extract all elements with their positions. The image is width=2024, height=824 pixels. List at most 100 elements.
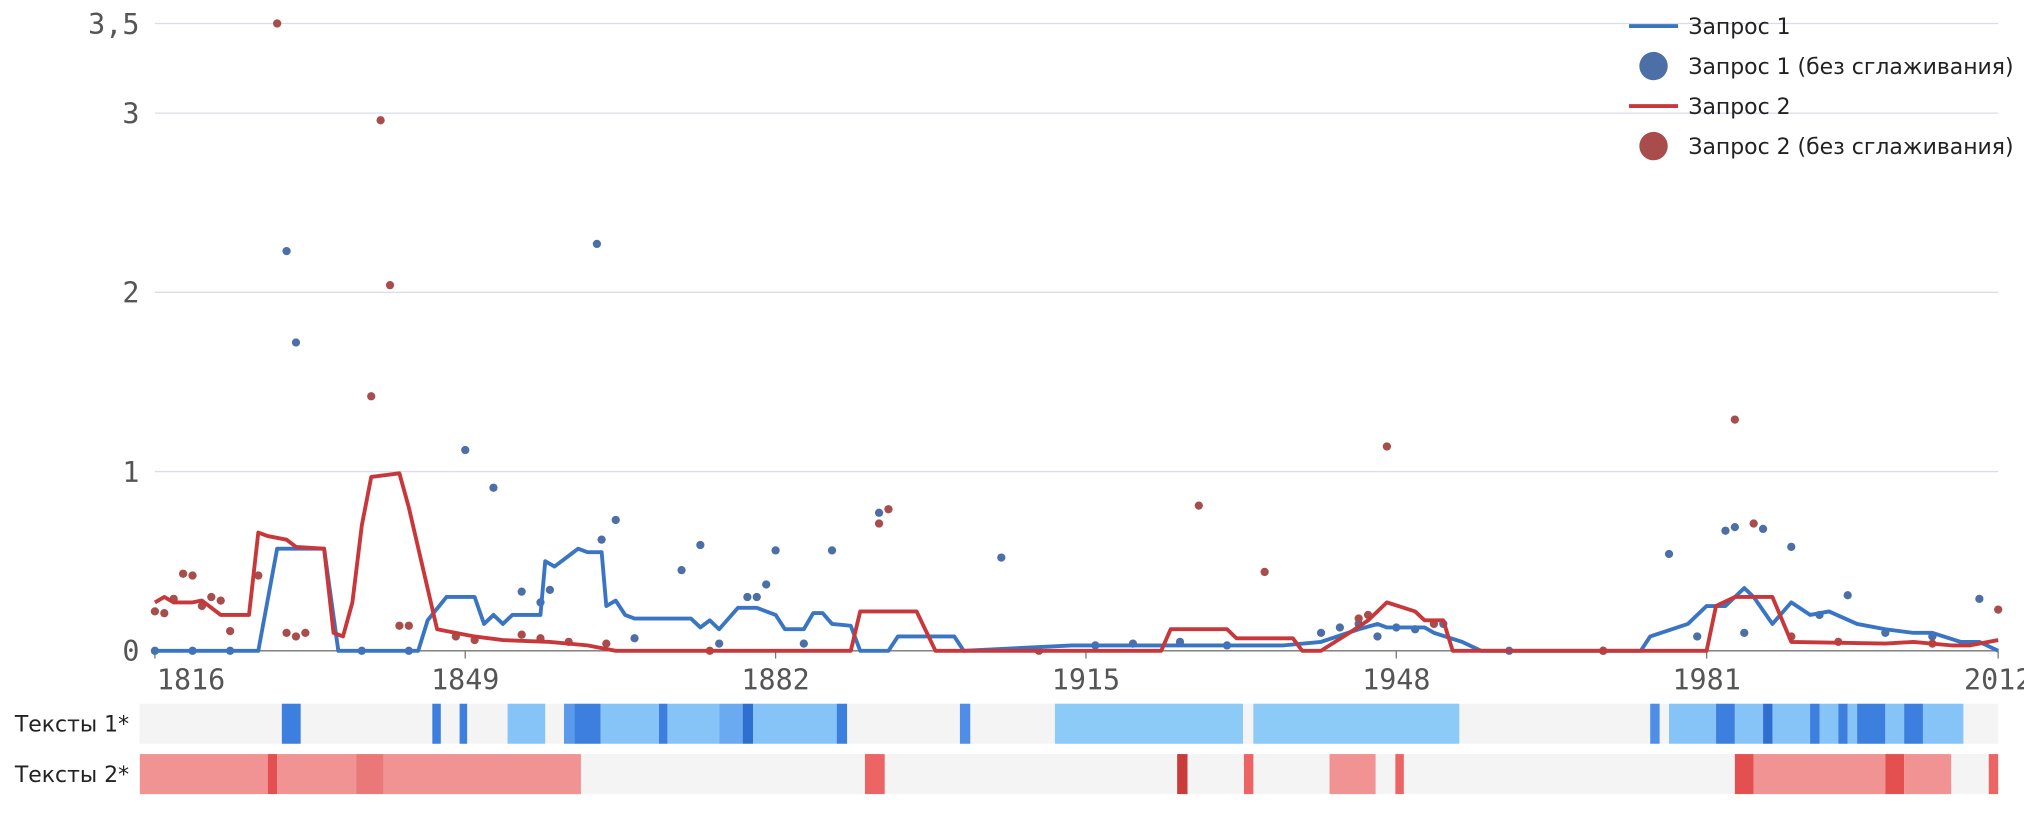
strip-segment (1885, 754, 1905, 795)
strip-segment (1243, 754, 1254, 795)
scatter-point (1721, 526, 1730, 535)
legend-label: Запрос 2 (1688, 95, 1790, 120)
series-line (154, 546, 2000, 653)
legend-dot (1639, 131, 1668, 161)
strip-segment (139, 754, 268, 795)
strip-segment (1988, 754, 1999, 795)
scatter-point (216, 596, 225, 605)
scatter-point (461, 445, 470, 455)
scatter-point (1749, 519, 1758, 528)
scatter-point (282, 246, 291, 256)
strip-segment (1904, 703, 1923, 744)
strip-segment (356, 754, 384, 795)
strip-segment (1810, 703, 1820, 744)
x-tick-label: 1816 (157, 664, 225, 697)
scatter-point (752, 592, 761, 602)
x-tick-label: 1882 (741, 664, 809, 697)
scatter-point (282, 628, 291, 638)
scatter-point (677, 566, 686, 575)
scatter-point (1194, 501, 1203, 510)
strip-segment (1772, 703, 1811, 744)
strip-segment (959, 703, 971, 744)
scatter-point (696, 540, 705, 550)
scatter-point (1664, 549, 1674, 559)
scatter-point (150, 607, 160, 616)
x-tick-label: 1948 (1362, 664, 1430, 697)
scatter-point (602, 639, 611, 648)
strip-segment (432, 703, 441, 744)
legend-label: Запрос 2 (без сглаживания) (1688, 135, 2013, 160)
strip-segment (1716, 703, 1735, 744)
x-tick-label: 1849 (431, 664, 499, 697)
strip-segment (574, 703, 601, 744)
scatter-point (178, 569, 188, 578)
scatter-point (1693, 632, 1702, 641)
scatter-point (545, 585, 555, 594)
strip-segment (1763, 703, 1773, 744)
scatter-point (395, 621, 404, 630)
strip-segment (600, 703, 659, 744)
strip-segment (719, 703, 743, 744)
scatter-point (254, 571, 263, 580)
scatter-point (592, 239, 602, 249)
scatter-point (1975, 594, 1984, 603)
strip-segment (864, 754, 885, 795)
strip-label: Тексты 1* (14, 712, 129, 737)
scatter-point (997, 553, 1006, 562)
legend-dot (1639, 51, 1668, 81)
scatter-point (517, 630, 526, 639)
scatter-point (226, 626, 235, 636)
strip-segment (1819, 703, 1839, 744)
scatter-point (1335, 623, 1344, 632)
scatter-point (884, 505, 893, 514)
scatter-point (1730, 522, 1739, 532)
scatter-point (1758, 524, 1768, 534)
x-tick-label: 1981 (1672, 664, 1740, 697)
x-tick-label: 2012 (1964, 664, 2024, 697)
legend-label: Запрос 1 (1688, 15, 1790, 40)
y-tick-label: 3 (122, 97, 139, 130)
scatter-point (291, 632, 301, 641)
scatter-point (715, 639, 724, 648)
scatter-point (874, 519, 884, 528)
strip-label: Тексты 2* (14, 763, 129, 788)
strip-segment (281, 703, 301, 744)
scatter-point (611, 515, 620, 525)
strip-segment (277, 754, 357, 795)
scatter-point (301, 628, 310, 638)
scatter-point (385, 281, 395, 290)
scatter-point (1740, 628, 1749, 638)
scatter-point (1316, 628, 1326, 638)
scatter-point (743, 592, 752, 602)
strip-segment (383, 754, 581, 795)
strip-segment (1922, 703, 1964, 744)
strip-segment (836, 703, 848, 744)
strip-segment (459, 703, 468, 744)
strip-segment (1734, 754, 1754, 795)
strip-segment (1753, 754, 1886, 795)
scatter-point (207, 592, 216, 602)
strip-segment (267, 754, 278, 795)
scatter-point (597, 535, 606, 544)
strip-segment (1669, 703, 1717, 744)
y-tick-label: 3,5 (88, 8, 139, 41)
strip-segment (1329, 754, 1376, 795)
scatter-point (771, 546, 780, 555)
scatter-point (630, 634, 639, 643)
strip-segment (1650, 703, 1660, 744)
scatter-point (1354, 614, 1363, 623)
y-tick-label: 0 (122, 635, 139, 668)
scatter-point (1994, 605, 2003, 614)
scatter-point (188, 571, 197, 580)
scatter-point (291, 338, 301, 347)
series-line (153, 471, 1999, 653)
scatter-point (376, 116, 385, 125)
scatter-point (799, 639, 808, 648)
scatter-point (404, 621, 413, 630)
strip-segment (1054, 703, 1244, 744)
scatter-point (273, 19, 282, 28)
strip-segment (742, 703, 754, 744)
scatter-point (489, 483, 498, 492)
strip-segment (507, 703, 546, 744)
scatter-point (367, 392, 376, 401)
